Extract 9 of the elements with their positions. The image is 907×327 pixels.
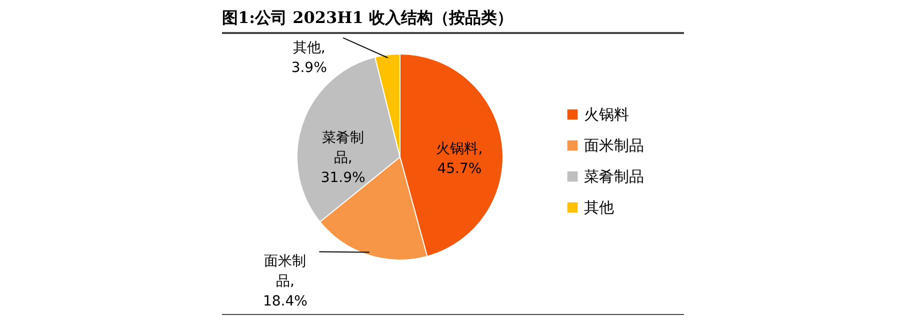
data-label: 火锅料, 45.7% bbox=[436, 141, 483, 178]
legend-label: 火锅料 bbox=[584, 106, 629, 124]
chart-title: 图1:公司 2023H1 收入结构（按品类） bbox=[222, 8, 513, 27]
data-label: 其他, 3.9% bbox=[291, 40, 327, 76]
legend-label: 菜肴制品 bbox=[584, 168, 644, 186]
legend-label: 其他 bbox=[584, 198, 614, 216]
data-label: 面米制品, 18.4% bbox=[262, 254, 308, 310]
legend-label: 面米制品 bbox=[584, 136, 644, 154]
data-label: 菜肴制品, 31.9% bbox=[320, 130, 366, 186]
